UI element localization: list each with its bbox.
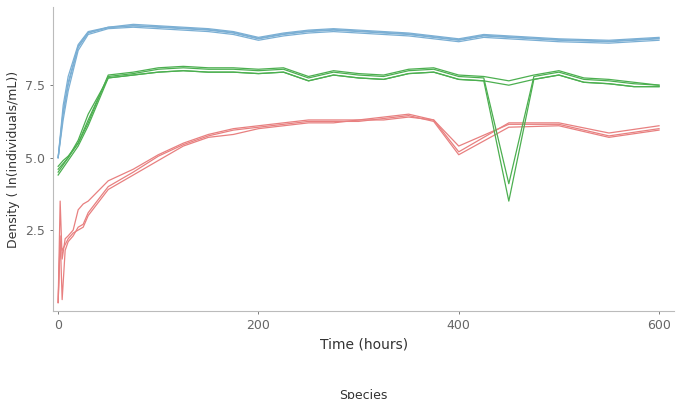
Legend: Ble, Col, Tet: Ble, Col, Tet bbox=[292, 384, 435, 399]
X-axis label: Time (hours): Time (hours) bbox=[319, 338, 408, 352]
Y-axis label: Density ( ln(individuals/mL)): Density ( ln(individuals/mL)) bbox=[7, 71, 20, 248]
